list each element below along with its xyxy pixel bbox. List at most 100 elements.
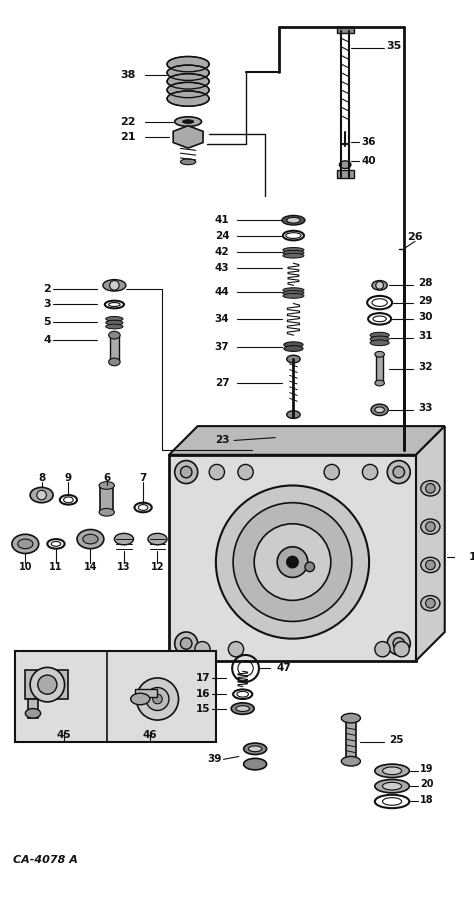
Bar	[337, 27, 354, 32]
Bar	[28, 699, 38, 718]
Circle shape	[38, 675, 57, 695]
Circle shape	[175, 632, 198, 655]
Ellipse shape	[167, 65, 209, 80]
Text: 4: 4	[43, 335, 51, 345]
Bar	[346, 718, 356, 761]
Circle shape	[324, 465, 339, 480]
Circle shape	[363, 465, 378, 480]
Circle shape	[146, 687, 169, 711]
Ellipse shape	[421, 481, 440, 496]
Ellipse shape	[283, 288, 304, 292]
Ellipse shape	[244, 759, 267, 770]
Ellipse shape	[383, 782, 401, 790]
Ellipse shape	[18, 539, 33, 548]
Bar	[25, 670, 68, 699]
Text: 2: 2	[44, 284, 51, 294]
Ellipse shape	[109, 331, 120, 339]
Ellipse shape	[181, 159, 196, 165]
Ellipse shape	[375, 380, 384, 386]
Ellipse shape	[109, 358, 120, 366]
Polygon shape	[173, 125, 203, 148]
Ellipse shape	[370, 340, 389, 345]
Text: 3: 3	[44, 299, 51, 309]
Ellipse shape	[421, 595, 440, 611]
Text: 41: 41	[215, 216, 229, 226]
Text: 34: 34	[215, 314, 229, 324]
Ellipse shape	[30, 487, 53, 502]
Ellipse shape	[77, 529, 104, 548]
Ellipse shape	[371, 404, 388, 416]
Text: 32: 32	[418, 362, 432, 372]
Circle shape	[387, 461, 410, 483]
Ellipse shape	[283, 251, 304, 255]
Circle shape	[387, 632, 410, 655]
Text: 43: 43	[215, 263, 229, 273]
Ellipse shape	[341, 757, 360, 766]
Text: 36: 36	[362, 137, 376, 147]
Text: 44: 44	[215, 287, 229, 297]
Ellipse shape	[25, 709, 41, 718]
Ellipse shape	[236, 705, 249, 712]
Circle shape	[228, 641, 244, 657]
Ellipse shape	[106, 320, 123, 325]
Ellipse shape	[383, 767, 401, 775]
Ellipse shape	[421, 519, 440, 534]
Circle shape	[305, 562, 315, 572]
Bar	[109, 336, 119, 362]
Ellipse shape	[99, 509, 114, 516]
Bar	[136, 689, 157, 697]
Circle shape	[181, 638, 192, 649]
Circle shape	[209, 465, 225, 480]
Ellipse shape	[167, 82, 209, 97]
Circle shape	[216, 485, 369, 639]
Text: 37: 37	[215, 342, 229, 352]
Ellipse shape	[375, 764, 410, 778]
Text: 20: 20	[420, 779, 433, 789]
Text: 7: 7	[139, 473, 147, 483]
Text: 13: 13	[117, 562, 131, 572]
Text: 10: 10	[18, 562, 32, 572]
Text: 23: 23	[215, 436, 229, 446]
Ellipse shape	[375, 407, 384, 413]
Circle shape	[393, 466, 404, 478]
Ellipse shape	[12, 534, 39, 554]
Text: 6: 6	[103, 473, 110, 483]
Ellipse shape	[287, 355, 300, 363]
Text: 31: 31	[418, 331, 432, 341]
Text: 40: 40	[362, 156, 376, 166]
Text: 28: 28	[418, 279, 432, 289]
Text: 1: 1	[469, 552, 474, 562]
Ellipse shape	[370, 332, 389, 338]
Ellipse shape	[375, 352, 384, 357]
Text: 46: 46	[143, 731, 157, 741]
Ellipse shape	[167, 57, 209, 72]
Ellipse shape	[83, 534, 98, 544]
Text: 9: 9	[65, 473, 72, 483]
Bar	[169, 455, 416, 660]
Circle shape	[175, 461, 198, 483]
Bar	[376, 354, 383, 383]
Text: 14: 14	[84, 562, 97, 572]
Circle shape	[30, 667, 64, 702]
Text: 8: 8	[38, 473, 45, 483]
Ellipse shape	[284, 342, 303, 347]
Circle shape	[394, 641, 410, 657]
Ellipse shape	[339, 161, 351, 169]
Ellipse shape	[283, 253, 304, 258]
Ellipse shape	[106, 317, 123, 321]
Text: 11: 11	[49, 562, 63, 572]
Ellipse shape	[284, 345, 303, 352]
Bar	[337, 170, 354, 178]
Text: 33: 33	[418, 403, 432, 413]
Ellipse shape	[370, 336, 389, 342]
Ellipse shape	[421, 557, 440, 573]
Circle shape	[426, 560, 435, 570]
Ellipse shape	[148, 533, 167, 545]
Circle shape	[376, 281, 383, 290]
Text: 22: 22	[120, 116, 136, 126]
Text: 30: 30	[418, 312, 432, 322]
Ellipse shape	[114, 533, 134, 545]
Circle shape	[375, 641, 390, 657]
Ellipse shape	[283, 247, 304, 253]
Circle shape	[195, 641, 210, 657]
